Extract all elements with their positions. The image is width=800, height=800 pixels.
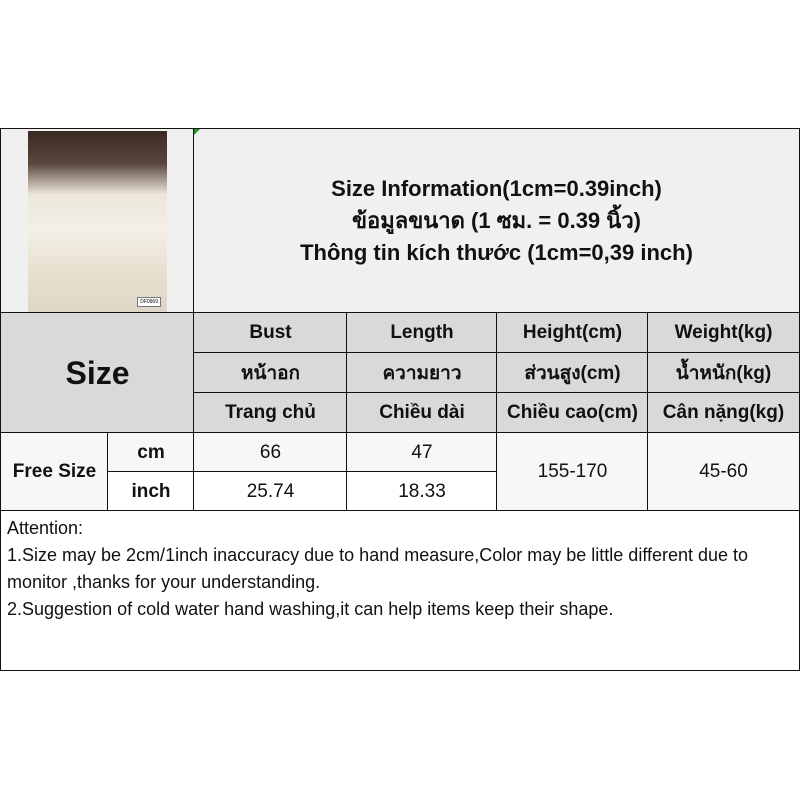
unit-cm: cm [107, 432, 195, 473]
header-weight-vi: Cân nặng(kg) [647, 392, 800, 434]
unit-inch: inch [107, 471, 195, 512]
header-weight-th: น้ำหนัก(kg) [647, 352, 800, 394]
attention-title: Attention: [7, 518, 84, 538]
header-length-en: Length [346, 312, 498, 354]
bust-inch: 25.74 [193, 471, 348, 512]
header-bust-vi: Trang chủ [193, 392, 348, 434]
row-label: Free Size [0, 432, 109, 512]
height-range: 155-170 [496, 432, 649, 512]
cell-marker-icon [194, 129, 200, 135]
title-vi: Thông tin kích thước (1cm=0,39 inch) [300, 240, 693, 265]
header-height-th: ส่วนสูง(cm) [496, 352, 649, 394]
header-length-vi: Chiều dài [346, 392, 498, 434]
header-height-vi: Chiều cao(cm) [496, 392, 649, 434]
weight-range: 45-60 [647, 432, 800, 512]
title-th: ข้อมูลขนาด (1 ซม. = 0.39 นิ้ว) [351, 208, 641, 233]
bust-cm: 66 [193, 432, 348, 473]
product-photo: DF0969 [28, 131, 167, 312]
attention-box: Attention: 1.Size may be 2cm/1inch inacc… [0, 510, 800, 671]
header-bust-th: หน้าอก [193, 352, 348, 394]
title-en: Size Information(1cm=0.39inch) [331, 176, 662, 201]
attention-line-1: 1.Size may be 2cm/1inch inaccuracy due t… [7, 545, 749, 592]
header-height-en: Height(cm) [496, 312, 649, 354]
size-info-title: Size Information(1cm=0.39inch) ข้อมูลขนา… [193, 128, 800, 314]
photo-tag: DF0969 [137, 297, 161, 307]
header-bust-en: Bust [193, 312, 348, 354]
length-cm: 47 [346, 432, 498, 473]
size-header: Size [0, 312, 195, 434]
length-inch: 18.33 [346, 471, 498, 512]
attention-line-2: 2.Suggestion of cold water hand washing,… [7, 599, 614, 619]
header-length-th: ความยาว [346, 352, 498, 394]
header-weight-en: Weight(kg) [647, 312, 800, 354]
